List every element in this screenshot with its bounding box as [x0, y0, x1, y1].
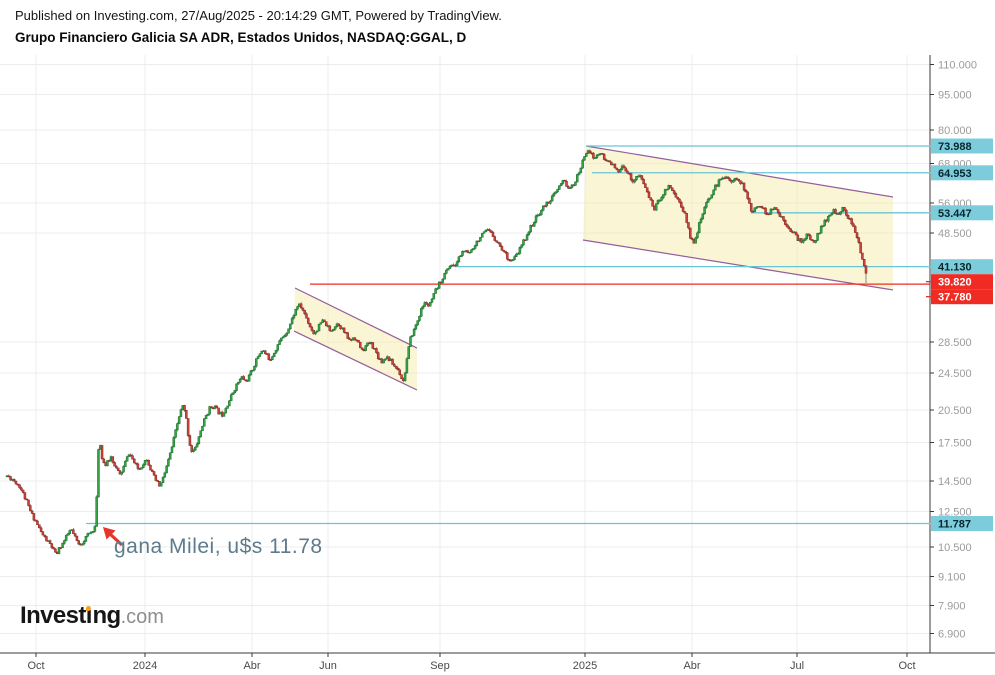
logo-flame-dot-icon — [86, 605, 92, 611]
annotation-arrow-icon — [103, 527, 124, 547]
y-tick-label: 14.500 — [938, 476, 972, 488]
y-tick-label: 6.900 — [938, 629, 966, 641]
price-label: 64.953 — [938, 168, 972, 180]
published-line: Published on Investing.com, 27/Aug/2025 … — [15, 8, 502, 23]
chart-axes — [0, 55, 995, 654]
y-tick-label: 95.000 — [938, 90, 972, 102]
y-tick-label: 7.900 — [938, 601, 966, 613]
y-tick-label: 12.500 — [938, 506, 972, 518]
annotation-text: gana Milei, u$s 11.78 — [114, 535, 323, 558]
x-tick-label: Oct — [898, 660, 915, 672]
candlestick-series — [5, 149, 868, 555]
y-tick-label: 24.500 — [938, 368, 972, 380]
price-level-lines[interactable] — [86, 145, 930, 525]
price-label: 53.447 — [938, 208, 972, 220]
price-label: 41.130 — [938, 262, 972, 274]
y-tick-label: 80.000 — [938, 125, 972, 137]
logo-domain: .com — [120, 606, 164, 628]
logo-brand-head: Invest — [20, 602, 86, 629]
x-tick-label: Oct — [27, 660, 44, 672]
logo-brand-i: ı — [85, 602, 93, 629]
x-tick-label: Sep — [430, 660, 450, 672]
x-tick-label: Abr — [243, 660, 260, 672]
x-tick-label: 2025 — [573, 660, 597, 672]
y-tick-label: 10.500 — [938, 542, 972, 554]
y-tick-label: 20.500 — [938, 405, 972, 417]
price-label: 39.820 — [938, 277, 972, 289]
investing-logo[interactable]: Investı ng.com — [20, 602, 164, 630]
y-tick-label: 9.100 — [938, 572, 966, 584]
price-axis-highlight-labels: 73.988 64.953 53.447 41.130 39.820 37.780 11.7… — [926, 138, 993, 531]
price-label: 11.787 — [938, 519, 971, 531]
price-label: 73.988 — [938, 141, 972, 153]
y-tick-label: 28.500 — [938, 337, 972, 349]
time-axis[interactable]: Oct 2024 Abr Jun Sep 2025 Abr Jul Oct — [27, 653, 916, 672]
trend-channels[interactable] — [293, 145, 894, 391]
logo-brand-tail: ng — [92, 602, 121, 629]
x-tick-label: Jun — [319, 660, 337, 672]
x-tick-label: Jul — [790, 660, 804, 672]
y-tick-label: 110.000 — [938, 60, 977, 72]
price-label: 37.780 — [938, 292, 972, 304]
page-title: Grupo Financiero Galicia SA ADR, Estados… — [15, 30, 467, 45]
y-tick-label: 48.500 — [938, 228, 972, 240]
x-tick-label: 2024 — [133, 660, 157, 672]
x-tick-label: Abr — [683, 660, 700, 672]
gridlines — [0, 55, 930, 653]
y-tick-label: 17.500 — [938, 437, 972, 449]
